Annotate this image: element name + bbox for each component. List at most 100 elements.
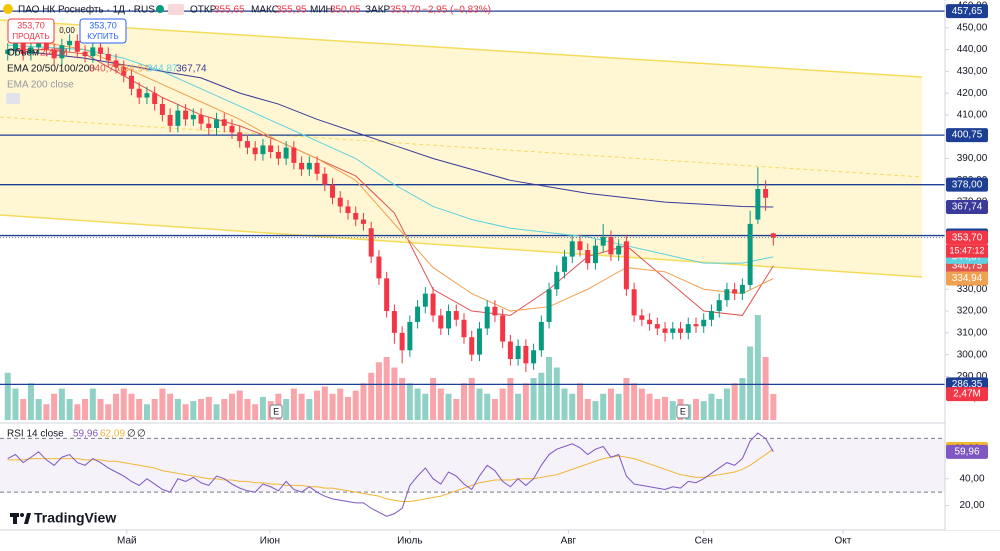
candle-body [244,141,250,148]
candle-body [407,321,413,351]
ema200-legend-title[interactable]: EMA 200 close [7,80,74,91]
open-value: 355,65 [214,5,245,16]
volume-bar [244,399,251,420]
volume-bar [12,388,19,420]
x-tick-label: Май [117,536,137,547]
candle-body [476,328,482,355]
y-tick-label: 410,00 [957,110,988,121]
sell-price[interactable]: 353,70 [17,20,45,30]
volume-bar [205,396,212,420]
candle-body [260,145,266,155]
y-tick-label: 430,00 [957,66,988,77]
candle-body [368,228,374,257]
ema-tag-bg [946,271,988,286]
volume-bar [66,399,73,420]
candle-body [98,47,104,54]
rsi-legend-title[interactable]: RSI 14 close [7,429,64,440]
candle-body [74,40,80,52]
candle-body [631,289,637,316]
candle-body [345,206,351,213]
change-value: −2,95 (−0,83%) [422,5,491,16]
candle-body [755,189,761,220]
candle-body [399,332,405,351]
ema-legend-title[interactable]: EMA 20/50/100/200 [7,64,95,75]
last-price-tag-bg [946,230,988,245]
volume-bar [221,399,228,420]
candle-body [198,114,204,124]
candle-body [128,75,134,89]
candle-body [639,315,645,320]
volume-bar [561,388,568,420]
candle-body [51,49,57,59]
volume-bar [484,393,491,420]
volume-bar [723,388,730,420]
candle-body [190,114,196,120]
y-tick-label: 310,00 [957,327,988,338]
volume-bar [522,383,529,420]
candle-body [500,315,506,342]
volume-bar [430,378,437,420]
volume-bar [74,404,81,420]
symbol-title[interactable]: ПАО НК Роснефть · 1Д · RUS [18,4,155,16]
symbol-logo [3,4,13,14]
candle-body [654,324,660,329]
x-tick-label: Июн [260,536,280,547]
candle-body [608,236,614,255]
candle-body [59,45,65,59]
buy-label[interactable]: КУПИТЬ [87,32,118,41]
volume-bar [337,388,344,420]
candle-body [523,345,529,364]
ema-line [7,38,774,312]
candle-body [446,311,452,329]
volume-bar [662,396,669,420]
sell-button-box[interactable] [7,18,55,44]
candle-body [28,47,34,54]
volume-bar [151,399,158,420]
y-tick-label: 440,00 [957,44,988,55]
high-value: 355,95 [276,5,307,16]
candle-body [716,300,722,312]
volume-bar [592,401,599,420]
candle-body [422,293,428,307]
y-tick-label: 290,00 [957,371,988,382]
y-tick-label: 420,00 [957,88,988,99]
volume-bar [190,401,197,420]
candle-body [5,49,11,54]
volume-bar [20,399,27,420]
candle-body [592,245,598,264]
candle-body [337,197,343,207]
volume-bar [422,393,429,420]
volume-bar [654,399,661,420]
candle-body [90,47,96,57]
volume-bar [283,399,290,420]
buy-button[interactable]: 353,70 КУПИТЬ [79,18,127,44]
buy-button-box[interactable] [79,18,127,44]
volume-bar [290,388,297,420]
sell-button[interactable]: 353,70 ПРОДАТЬ [7,18,55,44]
volume-bar [414,388,421,420]
candle-body [562,256,568,272]
last-price-tag: 353,70 [952,232,983,243]
candle-body [229,125,235,133]
candle-body [105,53,111,61]
ema-tag: 367,74 [952,202,983,213]
collapse-button[interactable] [6,93,20,104]
sell-label[interactable]: ПРОДАТЬ [12,32,49,41]
candle-body [701,319,707,327]
volume-bar [128,393,135,420]
rsi-tick-label: 20,00 [959,500,984,511]
timer: 15:47:12 [949,245,984,255]
buy-price[interactable]: 353,70 [89,20,117,30]
volume-bar [120,388,127,420]
volume-bar [82,399,89,420]
candle-body [739,284,745,294]
channel-upper [0,19,923,78]
candle-body [724,289,730,301]
volume-legend-title[interactable]: Объём [7,47,39,59]
candle-body [616,245,622,255]
volume-bar [105,404,112,420]
candle-body [183,110,189,120]
volume-bar [167,393,174,420]
volume-bar [298,393,305,420]
volume-bar [700,401,707,420]
